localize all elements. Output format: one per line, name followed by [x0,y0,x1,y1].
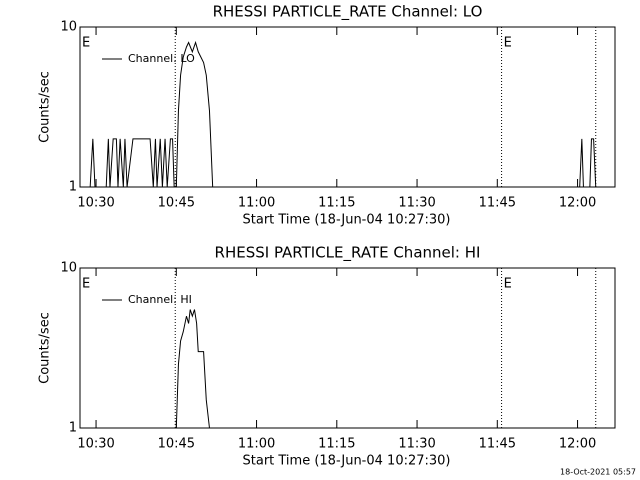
y-tick-label: 1 [69,421,77,436]
x-axis-label: Start Time (18-Jun-04 10:27:30) [243,454,451,469]
plot-frame [79,267,616,429]
x-tick-label: 10:45 [158,437,195,452]
x-tick-label: 11:15 [318,437,355,452]
annotation: E [82,277,90,292]
y-axis-label: Counts/sec [38,71,53,143]
y-tick-label: 1 [69,180,77,195]
annotation: E [504,36,512,51]
legend-label: Channel: HI [128,293,192,306]
x-tick-label: 11:30 [398,437,435,452]
x-tick-label: 11:00 [238,437,275,452]
x-tick-label: 11:15 [318,196,355,211]
footer-timestamp: 18-Oct-2021 05:57 [560,468,636,477]
y-axis-label: Counts/sec [38,312,53,384]
chart-title: RHESSI PARTICLE_RATE Channel: LO [213,3,483,22]
x-tick-label: 10:30 [77,437,114,452]
x-tick-label: 12:00 [559,437,596,452]
annotation: E [504,277,512,292]
data-line [175,309,210,429]
plot-frame [79,26,616,188]
annotation: E [82,36,90,51]
chart-title: RHESSI PARTICLE_RATE Channel: HI [215,244,481,263]
x-tick-label: 11:45 [479,437,516,452]
y-tick-label: 10 [60,261,77,276]
x-tick-label: 12:00 [559,196,596,211]
legend-label: Channel: LO [128,52,195,65]
x-tick-label: 10:30 [77,196,114,211]
x-tick-label: 10:45 [158,196,195,211]
data-line [89,40,597,188]
x-axis-label: Start Time (18-Jun-04 10:27:30) [243,213,451,228]
y-tick-label: 10 [60,20,77,35]
x-tick-label: 11:30 [398,196,435,211]
x-tick-label: 11:45 [479,196,516,211]
x-tick-label: 11:00 [238,196,275,211]
